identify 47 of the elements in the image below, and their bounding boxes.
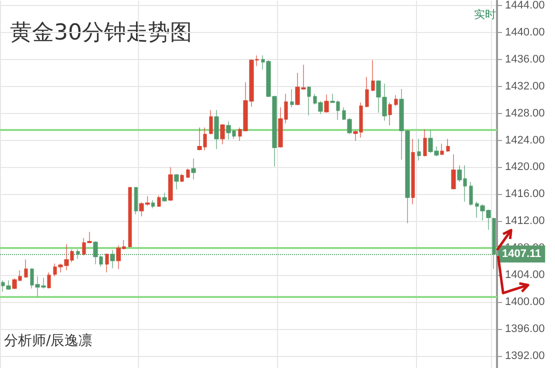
candlestick — [371, 60, 375, 92]
candlestick — [168, 166, 173, 202]
candlestick — [174, 174, 179, 190]
annotation: 分析师/辰逸凛 — [4, 333, 93, 349]
candlestick — [417, 138, 421, 161]
candlestick — [365, 76, 369, 108]
y-tick-label: 1400.00 — [505, 296, 545, 308]
ref-line-label: 1407.11 — [502, 248, 542, 260]
candlestick — [180, 174, 184, 182]
candlestick — [105, 253, 109, 273]
candlestick — [290, 88, 294, 108]
annotation: 实时 — [474, 8, 496, 21]
candlestick — [411, 138, 415, 205]
candlestick — [151, 200, 155, 209]
candlestick — [209, 110, 213, 134]
candlestick — [128, 187, 132, 248]
candlestick — [423, 129, 427, 157]
candlestick — [24, 259, 28, 278]
candlestick — [220, 124, 225, 145]
y-tick-label: 1420.00 — [505, 161, 545, 174]
y-tick-label: 1424.00 — [505, 134, 545, 146]
candlestick — [134, 187, 138, 215]
candlestick — [388, 102, 392, 126]
y-tick-label: 1440.00 — [505, 26, 545, 38]
candlestick — [446, 138, 450, 152]
candlestick — [162, 192, 167, 202]
y-tick-label: 1444.00 — [505, 0, 545, 12]
candlestick — [324, 94, 329, 113]
y-tick-label: 1396.00 — [505, 322, 545, 335]
candlestick — [451, 154, 456, 190]
y-tick-label: 1436.00 — [505, 53, 545, 66]
y-tick-label: 1404.00 — [505, 269, 545, 282]
y-tick-label: 1416.00 — [505, 188, 545, 200]
candlestick — [394, 94, 398, 106]
candlestick — [214, 110, 219, 150]
candlestick — [440, 143, 444, 156]
y-tick-label: 1392.00 — [505, 350, 545, 362]
y-tick-label: 1428.00 — [505, 107, 545, 120]
candlestick — [469, 182, 473, 206]
y-tick-label: 1412.00 — [505, 215, 545, 228]
candlestick — [186, 168, 190, 178]
candlestick — [307, 86, 311, 116]
y-tick-label: 1432.00 — [505, 80, 545, 92]
candlestick — [157, 195, 161, 208]
candlestick — [47, 272, 51, 289]
candlestick — [191, 158, 196, 180]
candlestick — [110, 250, 115, 269]
